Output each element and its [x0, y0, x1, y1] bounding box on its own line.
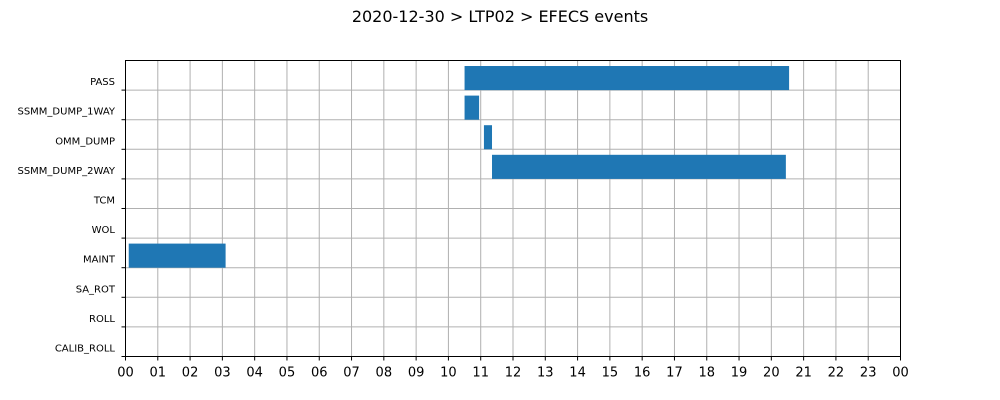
y-category-label: SSMM_DUMP_2WAY: [17, 166, 115, 177]
event-bar: [464, 95, 480, 120]
x-tick-label: 14: [569, 366, 586, 381]
x-tick-label: 02: [182, 366, 199, 381]
x-tick-label: 11: [472, 366, 489, 381]
y-category-label: MAINT: [83, 255, 116, 266]
x-tick-label: 00: [117, 366, 134, 381]
x-tick-label: 18: [698, 366, 715, 381]
x-tick-label: 17: [666, 366, 683, 381]
y-category-label: WOL: [92, 225, 116, 236]
y-category-label: OMM_DUMP: [55, 136, 115, 147]
x-tick-label: 01: [150, 366, 167, 381]
x-tick-label: 16: [634, 366, 651, 381]
x-tick-label: 04: [246, 366, 263, 381]
y-category-label: PASS: [90, 77, 115, 88]
x-tick-label: 00: [892, 366, 909, 381]
x-tick-label: 07: [343, 366, 360, 381]
x-tick-label: 22: [828, 366, 845, 381]
x-tick-label: 15: [602, 366, 619, 381]
x-tick-label: 23: [860, 366, 877, 381]
y-category-label: TCM: [93, 196, 115, 207]
event-bar: [128, 243, 226, 268]
y-category-label: ROLL: [89, 314, 115, 325]
y-category-label: CALIB_ROLL: [55, 344, 116, 355]
x-tick-label: 20: [763, 366, 780, 381]
event-bar: [483, 125, 493, 150]
x-tick-label: 06: [311, 366, 328, 381]
event-bar: [464, 66, 790, 91]
x-tick-label: 05: [279, 366, 296, 381]
x-tick-label: 12: [505, 366, 522, 381]
y-category-label: SA_ROT: [76, 284, 116, 295]
y-category-label: SSMM_DUMP_1WAY: [17, 107, 115, 118]
x-tick-label: 03: [214, 366, 231, 381]
x-tick-label: 19: [731, 366, 748, 381]
chart-title: 2020-12-30 > LTP02 > EFECS events: [352, 7, 648, 26]
event-bar: [492, 154, 786, 179]
x-tick-label: 09: [408, 366, 425, 381]
x-tick-label: 08: [376, 366, 393, 381]
x-tick-label: 21: [795, 366, 812, 381]
x-tick-label: 13: [537, 366, 554, 381]
x-tick-label: 10: [440, 366, 457, 381]
plot-frame: [125, 60, 901, 357]
